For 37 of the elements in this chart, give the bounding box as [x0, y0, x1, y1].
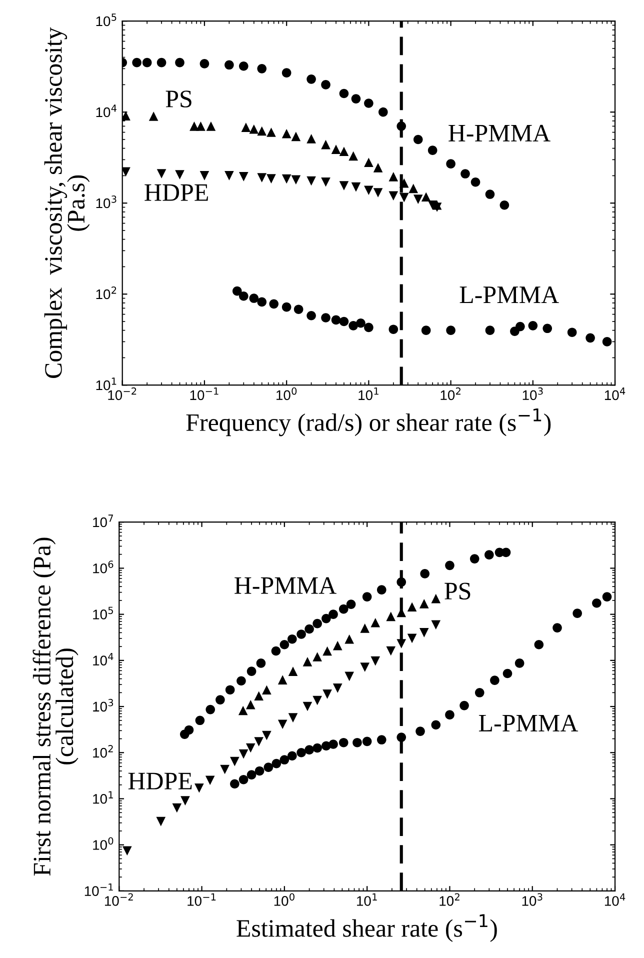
x-tick-label: 10$^{4}$ [604, 388, 626, 400]
y-tick-label: 10$^{5}$ [96, 14, 116, 26]
x-axis-title: Estimated shear rate (s$^{−1}$) [236, 914, 497, 942]
y-tick-label: 10$^{3}$ [93, 698, 114, 712]
x-tick-label: 10$^{0}$ [274, 893, 294, 906]
x-tick-label: 10$^{4}$ [604, 893, 626, 906]
legend-label: L-PMMA [478, 714, 578, 732]
series-label: HDPE [144, 184, 208, 201]
x-tick-label: 10$^{3}$ [522, 387, 543, 400]
legend-label: L-PMMA [460, 286, 559, 304]
series-label: H-PMMA [448, 124, 550, 142]
y-tick-label: 10$^{0}$ [93, 837, 114, 850]
series-label: PS [444, 582, 470, 600]
x-tick-label: 10$^{−1}$ [188, 893, 216, 906]
x-tick-label: 10$^{1}$ [357, 893, 377, 906]
x-tick-label: 10$^{3}$ [522, 893, 542, 906]
series-label: PS [166, 90, 192, 108]
y-tick-label: 10$^{5}$ [93, 606, 113, 620]
x-tick-label: 10$^{2}$ [440, 893, 460, 906]
x-tick-label: 10$^{0}$ [276, 387, 297, 400]
series-label: H-PMMA [234, 577, 336, 594]
x-tick-label: 10$^{2}$ [440, 387, 460, 400]
x-tick-label: 10$^{1}$ [358, 388, 378, 400]
y-tick-label: 10$^{4}$ [93, 652, 114, 666]
y-axis-title: Complex viscosity, shear viscosity (Pa.s) [44, 27, 90, 378]
x-tick-label: 10$^{−1}$ [190, 388, 218, 400]
y-tick-label: 10$^{1}$ [96, 378, 116, 390]
y-tick-label: 10$^{7}$ [93, 514, 113, 528]
y-tick-label: 10$^{6}$ [93, 560, 114, 574]
y-tick-label: 10$^{4}$ [96, 104, 116, 118]
y-tick-label: 10$^{2}$ [96, 286, 116, 300]
x-axis-title: Frequency (rad/s) or shear rate (s$^{−1}$) [186, 408, 551, 436]
y-tick-label: 10$^{3}$ [96, 195, 116, 208]
y-tick-label: 10$^{1}$ [93, 791, 113, 804]
y-tick-label: 10$^{2}$ [93, 745, 113, 758]
y-axis-title: First normal stress difference (Pa) (calculated) [32, 538, 78, 876]
series-label: HDPE [128, 772, 192, 790]
